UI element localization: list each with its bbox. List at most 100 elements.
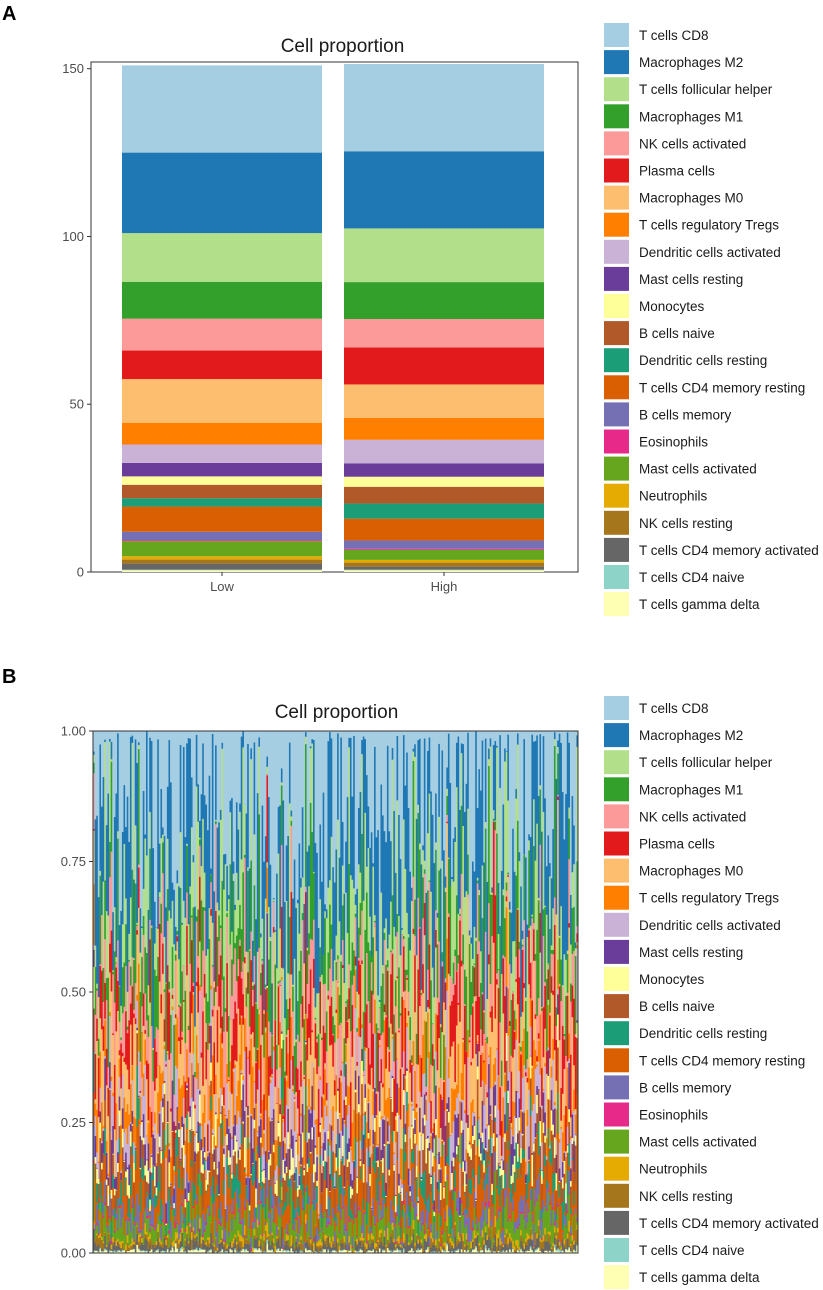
bar-segment-dendritic-cells-activated [269,1082,272,1122]
bar-segment-t-cells-cd4-naive [431,1251,434,1254]
bar-segment-macrophages-m0 [282,1118,285,1121]
bar-segment-mast-cells-resting [125,1152,128,1172]
bar-segment-nk-cells-resting [351,1249,354,1253]
bar-segment-macrophages-m2 [304,731,307,737]
bar-segment-macrophages-m0 [194,1108,197,1134]
bar-segment-dendritic-cells-activated [250,1113,253,1116]
bar-segment-t-cells-gamma-delta [170,1250,173,1254]
bar-segment-b-cells-memory [266,1162,269,1198]
bar-segment-t-cells-cd4-naive [338,1249,341,1251]
bar-segment-macrophages-m1 [354,913,357,918]
bar-segment-b-cells-naive [216,1174,219,1185]
bar-segment-t-cells-cd4-memory-activated [94,1243,97,1251]
bar-segment-plasma-cells [366,1004,368,1048]
bar-segment-macrophages-m2 [282,800,285,969]
bar-segment-dendritic-cells-activated [115,1140,118,1177]
legend-label-neutrophils: Neutrophils [639,489,708,504]
bar-segment-t-cells-regulatory-tregs [409,1138,412,1171]
bar-segment-t-cells-cd4-naive [243,1249,246,1252]
bar-segment-nk-cells-resting [231,1247,234,1248]
bar-segment-macrophages-m1 [239,904,242,940]
bar-segment-macrophages-m0 [321,1117,324,1147]
bar-segment-plasma-cells [390,974,393,1024]
bar-segment-macrophages-m0 [218,1006,221,1098]
bar-segment-nk-cells-activated [349,1031,352,1083]
bar-segment-nk-cells-resting [147,1241,150,1250]
bar-segment-mast-cells-resting [150,1155,153,1157]
bar-segment-t-cells-cd4-memory-activated [166,1247,169,1249]
bar-segment-dendritic-cells-resting [319,1155,322,1165]
bar-segment-t-cells-follicular-helper [430,891,433,981]
bar-segment-t-cells-cd8 [258,731,261,738]
bar-segment-dendritic-cells-resting [260,1156,262,1187]
bar-segment-t-cells-cd4-naive [382,1249,385,1252]
bar-segment-dendritic-cells-resting [301,1184,304,1197]
bar-segment-t-cells-regulatory-tregs [107,1173,110,1177]
bar-segment-t-cells-follicular-helper [301,877,304,914]
bar-segment-nk-cells-resting [279,1237,282,1247]
bar-segment-mast-cells-activated [409,1236,412,1245]
bar-segment-dendritic-cells-activated [184,1154,187,1189]
bar-segment-high-mast-cells-resting [344,463,544,477]
bar-segment-macrophages-m0 [391,1034,394,1038]
bar-segment-dendritic-cells-resting [285,1191,288,1207]
bar-segment-mast-cells-activated [245,1237,248,1240]
bar-segment-macrophages-m0 [300,1086,303,1114]
bar-segment-nk-cells-resting [202,1239,205,1241]
bar-segment-b-cells-naive [366,1182,368,1202]
bar-segment-b-cells-memory [146,1196,148,1217]
bar-segment-dendritic-cells-resting [428,1194,431,1213]
bar-segment-nk-cells-activated [250,931,253,961]
bar-segment-dendritic-cells-resting [168,1188,171,1230]
bar-segment-mast-cells-activated [129,1232,132,1245]
bar-segment-t-cells-cd4-memory-resting [253,1180,256,1208]
bar-segment-plasma-cells [192,985,195,992]
bar-segment-t-cells-cd8 [266,731,269,757]
bar-segment-t-cells-cd8 [300,731,303,878]
bar-segment-dendritic-cells-activated [248,1176,251,1179]
bar-segment-dendritic-cells-activated [142,1095,145,1115]
bar-segment-nk-cells-activated [227,1076,230,1080]
bar-segment-dendritic-cells-activated [329,1145,332,1175]
bar-segment-plasma-cells [410,1064,413,1102]
bar-segment-monocytes [173,1202,176,1209]
bar-segment-t-cells-cd8 [375,731,378,838]
bar-segment-dendritic-cells-activated [282,1121,285,1142]
bar-segment-t-cells-cd8 [308,731,311,846]
bar-segment-plasma-cells [125,1011,128,1065]
bar-segment-neutrophils [226,1244,229,1249]
sample-bar [123,731,126,1254]
bar-segment-b-cells-memory [402,1183,405,1200]
bar-segment-dendritic-cells-resting [266,1009,269,1012]
bar-segment-t-cells-cd4-memory-resting [174,1171,177,1176]
bar-segment-macrophages-m1 [155,975,158,1028]
bar-segment-mast-cells-resting [136,1027,139,1031]
bar-segment-macrophages-m1 [105,978,108,1001]
bar-segment-mast-cells-resting [146,1159,148,1161]
sample-bar [337,731,340,1254]
bar-segment-t-cells-follicular-helper [372,866,375,938]
sample-bar [133,731,136,1254]
legend-label-nk-cells-activated: NK cells activated [639,136,746,151]
bar-segment-eosinophils [327,1222,330,1225]
bar-segment-macrophages-m1 [349,970,352,1032]
bar-segment-t-cells-cd4-naive [396,1248,399,1250]
bar-segment-plasma-cells [292,1055,295,1086]
bar-segment-t-cells-cd8 [394,731,397,873]
bar-segment-mast-cells-activated [120,1227,123,1242]
bar-segment-nk-cells-activated [176,934,179,937]
bar-segment-t-cells-cd4-naive [165,1251,168,1253]
bar-segment-b-cells-memory [335,1217,338,1225]
bar-segment-mast-cells-resting [128,1164,131,1186]
bar-segment-t-cells-cd4-memory-activated [184,1245,187,1252]
bar-segment-t-cells-gamma-delta [195,1249,198,1254]
bar-segment-neutrophils [194,1235,197,1239]
bar-segment-macrophages-m0 [125,1064,128,1112]
bar-segment-nk-cells-resting [162,1243,165,1248]
bar-segment-macrophages-m0 [356,1065,359,1114]
bar-segment-nk-cells-resting [417,1243,420,1245]
bar-segment-nk-cells-activated [226,916,229,964]
bar-segment-macrophages-m0 [327,999,330,1083]
bar-segment-macrophages-m2 [393,810,396,927]
bar-segment-t-cells-cd4-naive [322,1248,325,1251]
